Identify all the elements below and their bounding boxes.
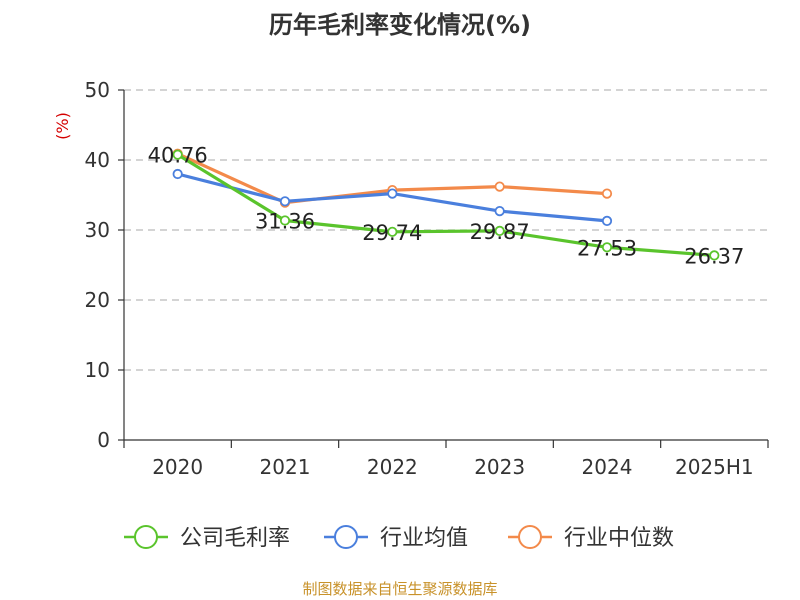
data-labels: 40.76 31.36 29.74 29.87 27.53 26.37 — [148, 144, 745, 269]
legend-item: 行业中位数 — [508, 525, 674, 551]
y-tick-label: 30 — [85, 218, 110, 242]
x-tick-label: 2025H1 — [675, 455, 754, 479]
data-label: 29.87 — [470, 220, 530, 244]
data-point — [494, 225, 505, 237]
x-tick-label: 2020 — [152, 455, 203, 479]
data-point — [601, 242, 613, 253]
series-layer — [172, 148, 720, 261]
series-0 — [172, 149, 720, 261]
legend-label: 行业均值 — [380, 526, 468, 551]
y-tick-label: 20 — [85, 288, 110, 312]
legend-label: 行业中位数 — [564, 526, 674, 551]
series-line — [176, 153, 715, 258]
legend-marker — [134, 525, 158, 549]
data-point — [387, 226, 398, 237]
data-label: 26.37 — [684, 244, 744, 268]
data-point — [709, 250, 720, 261]
legend-marker — [334, 525, 358, 549]
legend-marker — [518, 525, 542, 549]
data-point — [279, 215, 291, 226]
series-1 — [172, 168, 613, 226]
y-axis-label: (%) — [53, 112, 72, 140]
data-label: 31.36 — [255, 209, 315, 233]
data-point — [494, 181, 505, 192]
data-label: 40.76 — [148, 144, 208, 168]
axes: 0 10 20 30 40 50 2020 2021 2022 2023 2024 2025H1 — [85, 78, 769, 479]
y-tick-label: 10 — [85, 358, 110, 382]
y-tick-label: 0 — [97, 428, 110, 452]
data-point — [279, 196, 291, 207]
x-tick-label: 2023 — [474, 455, 525, 479]
data-point — [601, 188, 613, 199]
y-tick-label: 50 — [85, 78, 110, 102]
data-point — [172, 168, 183, 180]
y-tick-label: 40 — [85, 148, 110, 172]
data-point — [172, 149, 183, 160]
chart-title: 历年毛利率变化情况(%) — [269, 11, 531, 39]
source-note: 制图数据来自恒生聚源数据库 — [302, 580, 497, 598]
data-point — [601, 215, 613, 226]
data-label: 29.74 — [362, 221, 422, 245]
data-point — [494, 206, 505, 217]
legend: 公司毛利率 行业均值 行业中位数 — [124, 525, 674, 551]
x-tick-label: 2024 — [582, 455, 633, 479]
legend-item: 行业均值 — [324, 525, 468, 551]
data-point — [387, 188, 398, 199]
x-tick-label: 2021 — [260, 455, 311, 479]
legend-label: 公司毛利率 — [180, 526, 290, 551]
x-tick-label: 2022 — [367, 455, 418, 479]
data-label: 27.53 — [577, 236, 637, 260]
legend-item: 公司毛利率 — [124, 525, 290, 551]
